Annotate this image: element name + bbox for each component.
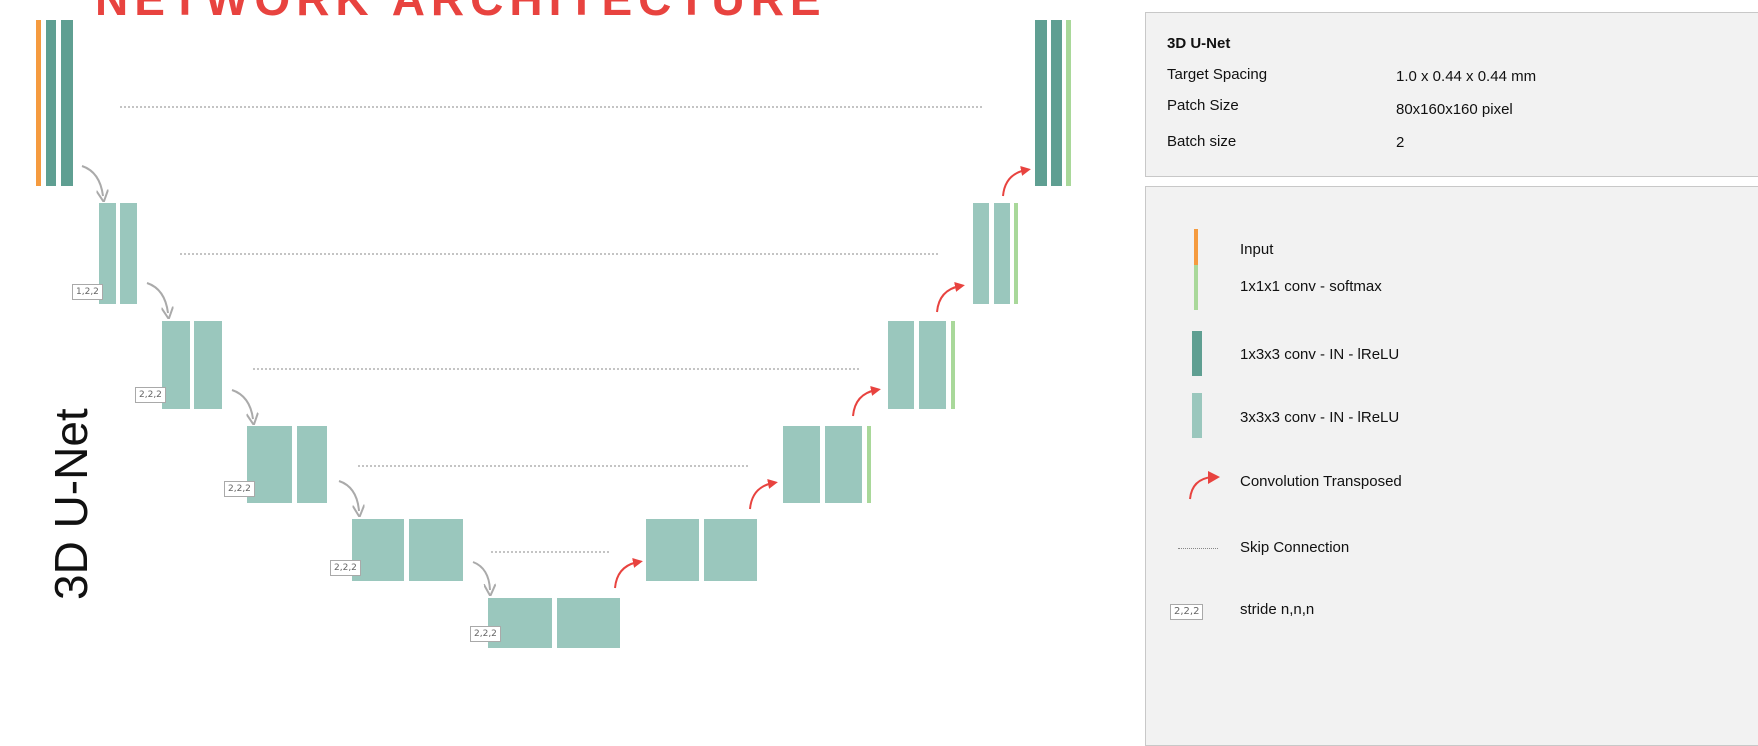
legend-skip-label: Skip Connection	[1240, 539, 1350, 556]
decoder-2-softmax	[1014, 203, 1018, 304]
config-value-patch-size: 80x160x160 pixel	[1396, 101, 1513, 118]
encoder-1-conv-a	[46, 20, 56, 186]
decoder-1-softmax	[1066, 20, 1071, 186]
legend-input-swatch	[1194, 229, 1198, 274]
input-block	[36, 20, 41, 186]
config-label-target-spacing: Target Spacing	[1167, 66, 1268, 83]
config-panel: 3D U-Net Target Spacing 1.0 x 0.44 x 0.4…	[1145, 12, 1758, 177]
legend-conv-1x3x3-swatch	[1192, 331, 1202, 376]
encoder-3-conv-b	[194, 321, 222, 409]
legend-conv-1x3x3-label: 1x3x3 conv - IN - lReLU	[1240, 346, 1400, 363]
decoder-2-conv-b	[994, 203, 1010, 304]
legend-conv-3x3x3-label: 3x3x3 conv - IN - lReLU	[1240, 409, 1400, 426]
legend-conv-3x3x3-swatch	[1192, 393, 1202, 438]
decoder-4-conv-a	[783, 426, 820, 503]
bottleneck-conv-b	[557, 598, 620, 648]
transposed-arrow-4	[936, 282, 965, 313]
decoder-4-softmax	[867, 426, 871, 503]
encoder	[36, 20, 620, 648]
stride-tag-2: 2,2,2	[135, 387, 166, 403]
legend-transposed-arrow-icon	[1189, 471, 1220, 500]
decoder-3-softmax	[951, 321, 955, 409]
down-arrow-2	[146, 282, 168, 313]
unet-diagram	[36, 20, 1071, 648]
transposed-arrow-1	[614, 558, 643, 589]
decoder-2-conv-a	[973, 203, 989, 304]
encoder-2-conv-a	[99, 203, 116, 304]
down-arrow-5	[472, 561, 490, 590]
encoder-2-conv-b	[120, 203, 137, 304]
encoder-1-conv-b	[61, 20, 73, 186]
stride-tag-5: 2,2,2	[470, 626, 501, 642]
decoder-5-conv-b	[704, 519, 757, 581]
legend-input-label: Input	[1240, 241, 1274, 258]
stride-tag-1: 1,2,2	[72, 284, 103, 300]
down-arrow-3	[231, 389, 253, 419]
encoder-4-conv-b	[297, 426, 327, 503]
decoder-4-conv-b	[825, 426, 862, 503]
decoder-5-conv-a	[646, 519, 699, 581]
up-arrows	[614, 166, 1031, 589]
legend-stride-box: 2,2,2	[1170, 604, 1204, 620]
transposed-arrow-5	[1002, 166, 1031, 197]
config-value-target-spacing: 1.0 x 0.44 x 0.44 mm	[1396, 68, 1537, 85]
decoder-3-conv-b	[919, 321, 946, 409]
decoder-1-conv-b	[1051, 20, 1062, 186]
legend-skip-line	[1178, 548, 1218, 549]
encoder-3-conv-a	[162, 321, 190, 409]
skip-connections	[120, 106, 982, 553]
legend-stride-label: stride n,n,n	[1240, 601, 1315, 618]
transposed-arrow-2	[749, 479, 778, 510]
transposed-arrow-3	[852, 386, 881, 417]
legend-softmax-label: 1x1x1 conv - softmax	[1240, 278, 1382, 295]
config-title: 3D U-Net	[1167, 35, 1231, 52]
side-title: 3D U-Net	[45, 408, 97, 600]
config-value-batch-size: 2	[1396, 134, 1405, 151]
config-label-batch-size: Batch size	[1167, 133, 1237, 150]
decoder-3-conv-a	[888, 321, 914, 409]
stride-tag-3: 2,2,2	[224, 481, 255, 497]
config-label-patch-size: Patch Size	[1167, 97, 1239, 114]
stride-tag-4: 2,2,2	[330, 560, 361, 576]
legend-panel: Input 1x1x1 conv - softmax 1x3x3 conv - …	[1145, 186, 1758, 746]
decoder	[646, 20, 1071, 581]
down-arrows	[81, 165, 490, 590]
diagram-banner: NETWORK ARCHITECTURE	[95, 0, 827, 26]
decoder-1-conv-a	[1035, 20, 1047, 186]
down-arrow-4	[338, 480, 359, 511]
legend-softmax-swatch	[1194, 265, 1198, 310]
encoder-5-conv-b	[409, 519, 463, 581]
down-arrow-1	[81, 165, 103, 196]
legend-transposed-label: Convolution Transposed	[1240, 473, 1402, 490]
